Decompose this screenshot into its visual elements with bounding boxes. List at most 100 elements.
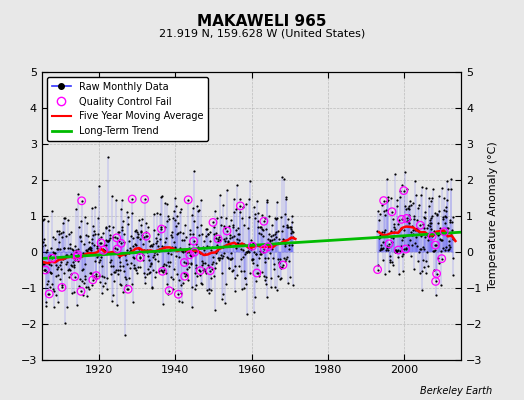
Point: [79, 292, 88, 298]
Point: [405, 220, 413, 226]
Point: [122, 256, 130, 263]
Point: [427, 215, 435, 221]
Point: [48, 255, 56, 261]
Point: [170, 266, 178, 272]
Point: [373, 228, 381, 234]
Point: [49, 249, 58, 256]
Point: [282, 194, 291, 201]
Point: [226, 256, 234, 262]
Point: [241, 251, 249, 257]
Point: [68, 263, 76, 270]
Point: [189, 238, 198, 244]
Point: [180, 259, 189, 266]
Point: [253, 270, 261, 276]
Point: [170, 244, 179, 250]
Point: [95, 273, 104, 280]
Point: [416, 222, 424, 228]
Point: [149, 211, 158, 218]
Point: [275, 236, 283, 242]
Point: [60, 215, 69, 222]
Point: [89, 277, 97, 283]
Point: [119, 218, 127, 225]
Point: [425, 233, 433, 240]
Point: [161, 200, 169, 207]
Point: [75, 234, 84, 240]
Point: [78, 198, 86, 204]
Point: [53, 228, 61, 234]
Point: [429, 232, 438, 238]
Point: [40, 242, 49, 248]
Point: [38, 239, 47, 245]
Point: [212, 260, 221, 266]
Point: [265, 231, 273, 238]
Point: [174, 276, 183, 283]
Point: [66, 240, 74, 247]
Point: [47, 262, 56, 268]
Point: [222, 215, 230, 221]
Point: [447, 176, 455, 182]
Point: [383, 243, 391, 249]
Point: [233, 272, 241, 278]
Point: [268, 246, 277, 252]
Point: [287, 224, 295, 231]
Point: [374, 235, 383, 242]
Point: [208, 244, 216, 250]
Point: [123, 261, 132, 268]
Point: [239, 254, 247, 260]
Point: [88, 236, 96, 242]
Point: [148, 266, 157, 273]
Point: [432, 270, 441, 277]
Point: [160, 267, 168, 273]
Point: [387, 194, 396, 201]
Point: [161, 262, 170, 268]
Point: [418, 287, 427, 293]
Point: [67, 262, 75, 268]
Point: [433, 220, 442, 226]
Point: [156, 247, 164, 254]
Point: [388, 239, 397, 245]
Point: [156, 211, 165, 218]
Point: [225, 223, 233, 229]
Point: [258, 269, 266, 275]
Point: [255, 255, 263, 261]
Point: [91, 231, 99, 238]
Point: [40, 236, 48, 242]
Point: [263, 197, 271, 203]
Point: [42, 303, 50, 310]
Point: [92, 254, 101, 260]
Point: [97, 240, 105, 246]
Point: [141, 279, 149, 286]
Point: [179, 279, 187, 286]
Point: [403, 218, 412, 224]
Point: [101, 248, 109, 254]
Point: [71, 274, 79, 280]
Point: [407, 253, 416, 259]
Point: [103, 275, 111, 281]
Point: [64, 274, 73, 280]
Point: [194, 267, 203, 274]
Point: [64, 216, 72, 223]
Point: [205, 244, 214, 250]
Point: [263, 294, 271, 300]
Point: [114, 229, 122, 236]
Point: [67, 229, 75, 236]
Point: [406, 216, 414, 222]
Point: [159, 301, 168, 308]
Point: [379, 245, 388, 251]
Point: [191, 270, 199, 276]
Point: [427, 220, 435, 226]
Point: [165, 216, 173, 222]
Point: [376, 232, 385, 238]
Point: [163, 218, 171, 224]
Point: [167, 274, 175, 280]
Point: [247, 246, 256, 252]
Point: [221, 300, 229, 306]
Point: [449, 214, 457, 220]
Point: [220, 236, 228, 242]
Point: [426, 216, 434, 223]
Point: [125, 274, 133, 281]
Point: [80, 241, 89, 247]
Point: [385, 241, 394, 247]
Point: [241, 241, 249, 247]
Point: [413, 243, 422, 249]
